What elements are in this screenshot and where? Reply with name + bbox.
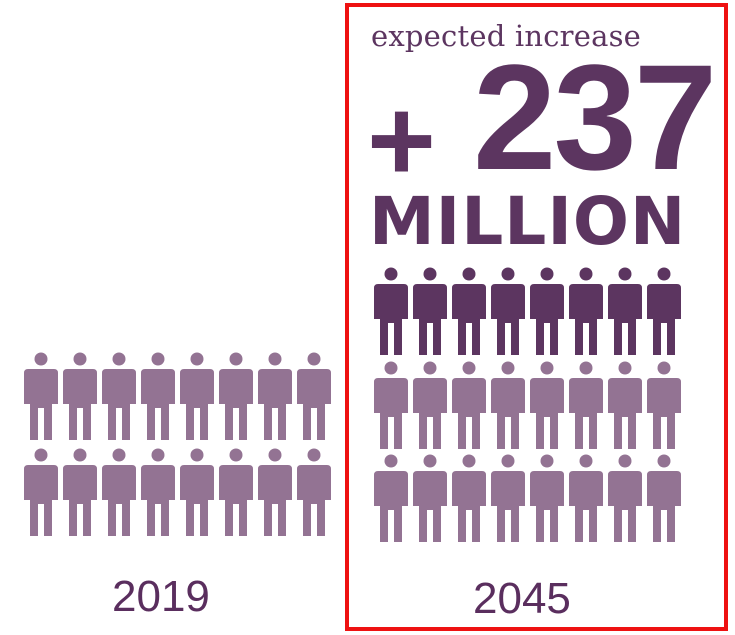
person-icon [413,267,447,355]
person-row-highlight [374,267,681,355]
baseline-column: 2019 [24,352,336,635]
plus-sign: + [367,75,436,207]
person-icon [452,454,486,542]
person-icon [102,352,136,440]
person-icon [530,267,564,355]
person-icon [491,267,525,355]
person-icon [374,361,408,449]
person-icon [530,361,564,449]
person-icon [102,448,136,536]
person-icon [491,454,525,542]
person-icon [608,267,642,355]
person-icon [24,448,58,536]
person-icon [219,448,253,536]
person-icon [413,454,447,542]
projection-column: expected increase + 237 MILLION 2045 [345,3,728,631]
person-icon [647,361,681,449]
person-icon [413,361,447,449]
person-icon [530,454,564,542]
person-icon [63,448,97,536]
person-icon [374,454,408,542]
increase-value: 237 [473,33,717,201]
person-icon [647,267,681,355]
person-icon [452,361,486,449]
person-icon [452,267,486,355]
person-icon [374,267,408,355]
person-row [374,361,681,449]
person-icon [141,352,175,440]
person-icon [63,352,97,440]
person-icon [608,361,642,449]
person-icon [647,454,681,542]
person-icon [297,448,331,536]
person-icon [569,267,603,355]
person-icon [180,352,214,440]
increase-subtitle: expected increase [371,19,642,53]
person-row [24,448,331,536]
person-icon [258,448,292,536]
year-label-2045: 2045 [473,574,571,623]
person-icon [608,454,642,542]
person-row [374,454,681,542]
person-icon [24,352,58,440]
person-icon [141,448,175,536]
person-icon [491,361,525,449]
person-icon [219,352,253,440]
person-icon [258,352,292,440]
person-row [24,352,331,440]
person-icon [569,361,603,449]
year-label-2019: 2019 [112,572,210,621]
person-icon [297,352,331,440]
person-icon [180,448,214,536]
increase-unit: MILLION [369,183,687,260]
person-icon [569,454,603,542]
